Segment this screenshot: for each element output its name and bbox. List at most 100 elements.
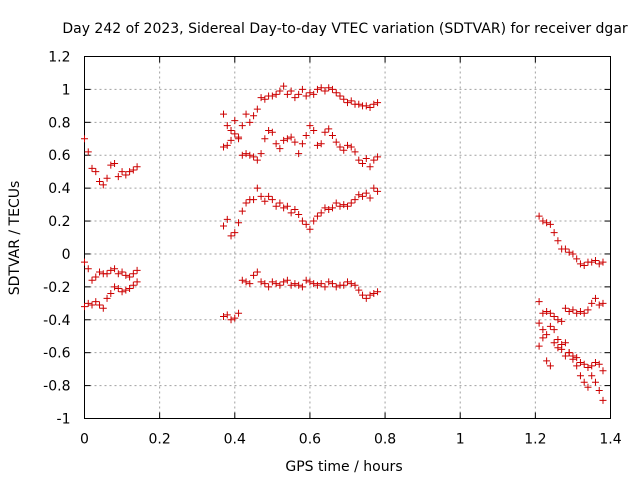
- data-point: [313, 212, 321, 220]
- data-point: [336, 143, 344, 151]
- data-point: [543, 331, 551, 339]
- series-mid-c: [220, 184, 382, 240]
- data-point: [261, 197, 269, 205]
- data-point: [280, 204, 288, 212]
- data-point: [558, 317, 566, 325]
- data-point: [374, 288, 382, 296]
- data-point: [246, 280, 254, 288]
- data-point: [325, 84, 333, 92]
- data-point: [265, 283, 273, 291]
- data-point: [253, 105, 261, 113]
- data-point: [325, 206, 333, 214]
- y-tick-label: 0: [62, 247, 71, 263]
- data-point: [340, 95, 348, 103]
- data-point: [250, 196, 258, 204]
- y-tick-label: -0.6: [43, 346, 70, 362]
- data-point: [118, 168, 126, 176]
- series-mid-a: [220, 82, 382, 143]
- data-point: [355, 156, 363, 164]
- data-point: [355, 100, 363, 108]
- data-point: [250, 153, 258, 161]
- x-tick-label: 0.2: [149, 432, 171, 448]
- data-point: [287, 87, 295, 95]
- data-point: [92, 168, 100, 176]
- x-axis-label: GPS time / hours: [285, 459, 402, 475]
- data-point: [535, 212, 543, 220]
- data-point: [313, 281, 321, 289]
- data-point: [328, 204, 336, 212]
- data-point: [539, 217, 547, 225]
- data-point: [370, 156, 378, 164]
- data-point: [366, 291, 374, 299]
- data-point: [336, 202, 344, 210]
- data-point: [591, 359, 599, 367]
- data-point: [310, 90, 318, 98]
- data-point: [584, 363, 592, 371]
- data-point: [351, 148, 359, 156]
- data-point: [344, 99, 351, 107]
- data-point: [280, 278, 288, 286]
- data-point: [550, 339, 558, 347]
- data-point: [235, 309, 243, 317]
- data-point: [261, 95, 269, 103]
- data-point: [332, 199, 340, 207]
- data-point: [81, 135, 88, 143]
- data-point: [347, 280, 355, 288]
- x-tick-label: 1.2: [524, 432, 546, 448]
- data-point: [126, 285, 134, 293]
- data-point: [366, 104, 374, 112]
- data-point: [359, 291, 367, 299]
- data-point: [328, 85, 336, 93]
- data-point: [302, 131, 310, 139]
- data-point: [223, 215, 231, 223]
- data-point: [295, 281, 303, 289]
- data-point: [133, 278, 141, 286]
- series-early-lower: [81, 278, 141, 312]
- data-point: [250, 112, 258, 120]
- data-point: [370, 289, 378, 297]
- data-point: [118, 288, 126, 296]
- data-point: [317, 209, 325, 217]
- data-point: [126, 168, 134, 176]
- data-point: [558, 345, 566, 353]
- data-point: [111, 159, 119, 167]
- data-point: [283, 90, 291, 98]
- data-point: [584, 306, 592, 314]
- data-point: [580, 360, 588, 368]
- data-point: [370, 100, 378, 108]
- data-point: [298, 217, 306, 225]
- data-point: [554, 336, 562, 344]
- data-point: [584, 383, 592, 391]
- data-point: [554, 344, 562, 352]
- data-point: [554, 316, 562, 324]
- y-tick-label: 1: [62, 82, 71, 98]
- data-point: [576, 260, 584, 268]
- data-point: [298, 85, 306, 93]
- data-point: [129, 166, 137, 174]
- data-point: [355, 191, 363, 199]
- data-point: [253, 268, 261, 276]
- data-point: [265, 192, 273, 200]
- data-point: [374, 153, 382, 161]
- data-point: [111, 265, 119, 273]
- data-point: [287, 281, 295, 289]
- data-point: [231, 314, 239, 322]
- data-point: [588, 372, 596, 380]
- data-point: [246, 151, 254, 159]
- data-point: [351, 281, 359, 289]
- data-point: [257, 94, 265, 102]
- axis-ticks: [84, 56, 611, 419]
- data-point: [543, 219, 551, 227]
- data-point: [298, 140, 306, 148]
- data-point: [257, 192, 265, 200]
- data-point: [283, 202, 291, 210]
- data-point: [588, 258, 596, 266]
- data-point: [238, 151, 246, 159]
- data-point: [96, 301, 104, 309]
- data-point: [313, 85, 321, 93]
- data-point: [272, 202, 280, 210]
- data-point: [321, 283, 329, 291]
- data-point: [280, 136, 288, 144]
- data-point: [272, 140, 280, 148]
- data-point: [242, 199, 250, 207]
